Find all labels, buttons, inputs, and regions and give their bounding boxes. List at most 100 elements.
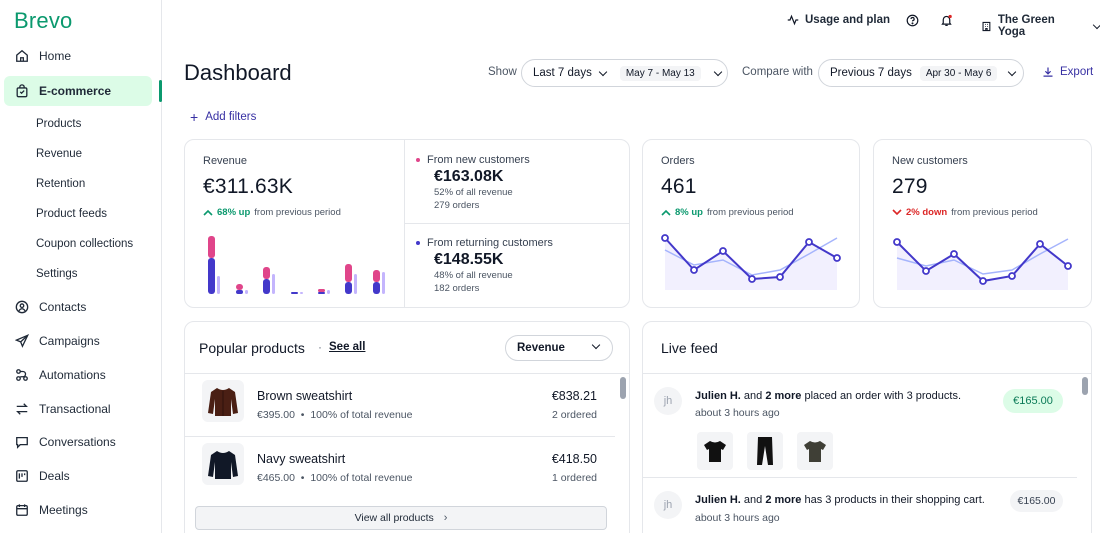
product-meta: €395.00 • 100% of total revenue	[257, 409, 413, 421]
feed-item-text: Julien H. and 2 more has 3 products in t…	[695, 494, 985, 506]
feed-action: placed an order with 3 products.	[804, 390, 962, 402]
orders-label: Orders	[661, 155, 695, 167]
period-select[interactable]: Last 7 days May 7 - May 13	[521, 59, 728, 87]
sidebar-item-home[interactable]: Home	[4, 41, 152, 71]
feed-user: Julien H.	[695, 390, 741, 402]
compare-select[interactable]: Previous 7 days Apr 30 - May 6	[818, 59, 1024, 87]
product-ordered: 1 ordered	[552, 472, 597, 484]
returning-customers-revenue-label: From returning customers	[416, 237, 553, 249]
bar-prev-1	[217, 276, 220, 294]
bar-new-5	[318, 289, 325, 292]
orders-trend-text: from previous period	[706, 207, 794, 218]
order-amount-badge: €165.00	[1003, 389, 1063, 413]
product-thumbnail	[202, 380, 244, 422]
brevo-logo[interactable]: Brevo	[14, 8, 73, 33]
new-customers-point	[893, 238, 901, 246]
usage-and-plan-button[interactable]: Usage and plan	[787, 14, 890, 26]
sidebar-item-label: Meetings	[39, 503, 88, 517]
view-all-label: View all products	[354, 512, 434, 524]
orders-area	[665, 238, 837, 290]
sidebar-item-conversations[interactable]: Conversations	[4, 427, 152, 457]
bar-returning-4	[291, 292, 298, 294]
sidebar-item-meetings[interactable]: Meetings	[4, 495, 152, 525]
chat-icon	[14, 434, 30, 450]
product-price: €395.00	[257, 409, 295, 421]
trend-up-icon	[661, 209, 671, 216]
feed-action: has 3 products in their shopping cart.	[804, 494, 985, 506]
new-customers-trend-text: from previous period	[951, 207, 1038, 218]
live-feed-title: Live feed	[661, 340, 718, 356]
view-all-products-button[interactable]: View all products ›	[195, 506, 607, 530]
popular-products-title: Popular products	[199, 340, 305, 356]
bar-returning-2	[236, 290, 243, 294]
tshirt-icon	[704, 441, 726, 462]
new-customers-point	[1064, 262, 1072, 270]
period-dates: May 7 - May 13	[619, 65, 701, 81]
orders-line-chart	[661, 234, 841, 290]
bar-prev-6	[354, 274, 357, 294]
orders-value: 461	[661, 175, 697, 198]
sort-label: Revenue	[517, 342, 565, 354]
sidebar-subitem-revenue[interactable]: Revenue	[36, 148, 83, 160]
sidebar-item-ecommerce[interactable]: E-commerce	[4, 76, 162, 106]
feed-more: 2 more	[765, 494, 802, 506]
see-all-link[interactable]: See all	[329, 341, 366, 353]
chevron-down-icon	[713, 67, 722, 76]
avatar: jh	[654, 491, 682, 519]
compare-period-label: Previous 7 days	[830, 67, 912, 79]
sidebar: Brevo Home E-commerce Products Revenue R…	[0, 0, 162, 533]
sidebar-item-campaigns[interactable]: Campaigns	[4, 326, 152, 356]
export-label: Export	[1060, 66, 1094, 78]
activity-icon	[787, 14, 799, 26]
product-name: Navy sweatshirt	[257, 452, 346, 466]
sidebar-subitem-retention[interactable]: Retention	[36, 178, 86, 190]
sidebar-item-deals[interactable]: Deals	[4, 461, 152, 491]
revenue-trend-value: 68% up	[217, 207, 251, 218]
chevron-right-icon: ›	[443, 512, 448, 524]
sidebar-subitem-coupon-collections[interactable]: Coupon collections	[36, 238, 134, 250]
product-thumbnail	[202, 443, 244, 485]
sweatshirt-icon	[208, 388, 238, 416]
cart-amount-badge: €165.00	[1010, 490, 1063, 512]
orders-trend-value: 8% up	[675, 207, 703, 218]
new-customers-point	[1036, 240, 1044, 248]
feed-divider	[643, 477, 1077, 478]
revenue-trend: 68% up from previous period	[203, 207, 341, 218]
add-filters-button[interactable]: + Add filters	[190, 110, 256, 124]
trend-down-icon	[892, 209, 902, 216]
bar-prev-7	[382, 272, 385, 294]
sidebar-item-transactional[interactable]: Transactional	[4, 394, 152, 424]
feed-scrollbar[interactable]	[1082, 377, 1088, 395]
sidebar-item-label: Automations	[39, 368, 106, 382]
notifications-button[interactable]	[940, 14, 953, 27]
sidebar-subitem-settings[interactable]: Settings	[36, 268, 78, 280]
new-customers-previous-line	[896, 238, 1069, 275]
revenue-divider-v	[404, 140, 405, 307]
orders-point	[805, 238, 813, 246]
chevron-down-icon	[591, 340, 601, 350]
help-icon	[906, 14, 919, 27]
product-row[interactable]: Brown sweatshirt €395.00 • 100% of total…	[185, 374, 615, 436]
sidebar-item-label: Conversations	[39, 435, 116, 449]
sidebar-subitem-product-feeds[interactable]: Product feeds	[36, 208, 107, 220]
product-row[interactable]: Navy sweatshirt €465.00 • 100% of total …	[185, 437, 615, 499]
orders-point	[776, 273, 784, 281]
new-customers-point	[979, 277, 987, 285]
trend-up-icon	[203, 209, 213, 216]
contact-icon	[14, 299, 30, 315]
calendar-icon	[14, 502, 30, 518]
building-icon	[982, 21, 991, 31]
account-switcher[interactable]: The Green Yoga	[981, 14, 1100, 38]
sort-select[interactable]: Revenue	[505, 335, 613, 361]
download-icon	[1043, 67, 1053, 77]
export-button[interactable]: Export	[1042, 66, 1093, 78]
send-icon	[14, 333, 30, 349]
sidebar-subitem-products[interactable]: Products	[36, 118, 82, 130]
bar-new-1	[208, 236, 215, 258]
help-button[interactable]	[906, 14, 919, 27]
sidebar-item-automations[interactable]: Automations	[4, 360, 152, 390]
orders-trend: 8% up from previous period	[661, 207, 794, 218]
sidebar-item-contacts[interactable]: Contacts	[4, 292, 152, 322]
products-scrollbar[interactable]	[620, 377, 626, 399]
returning-customers-share: 48% of all revenue	[434, 270, 513, 281]
